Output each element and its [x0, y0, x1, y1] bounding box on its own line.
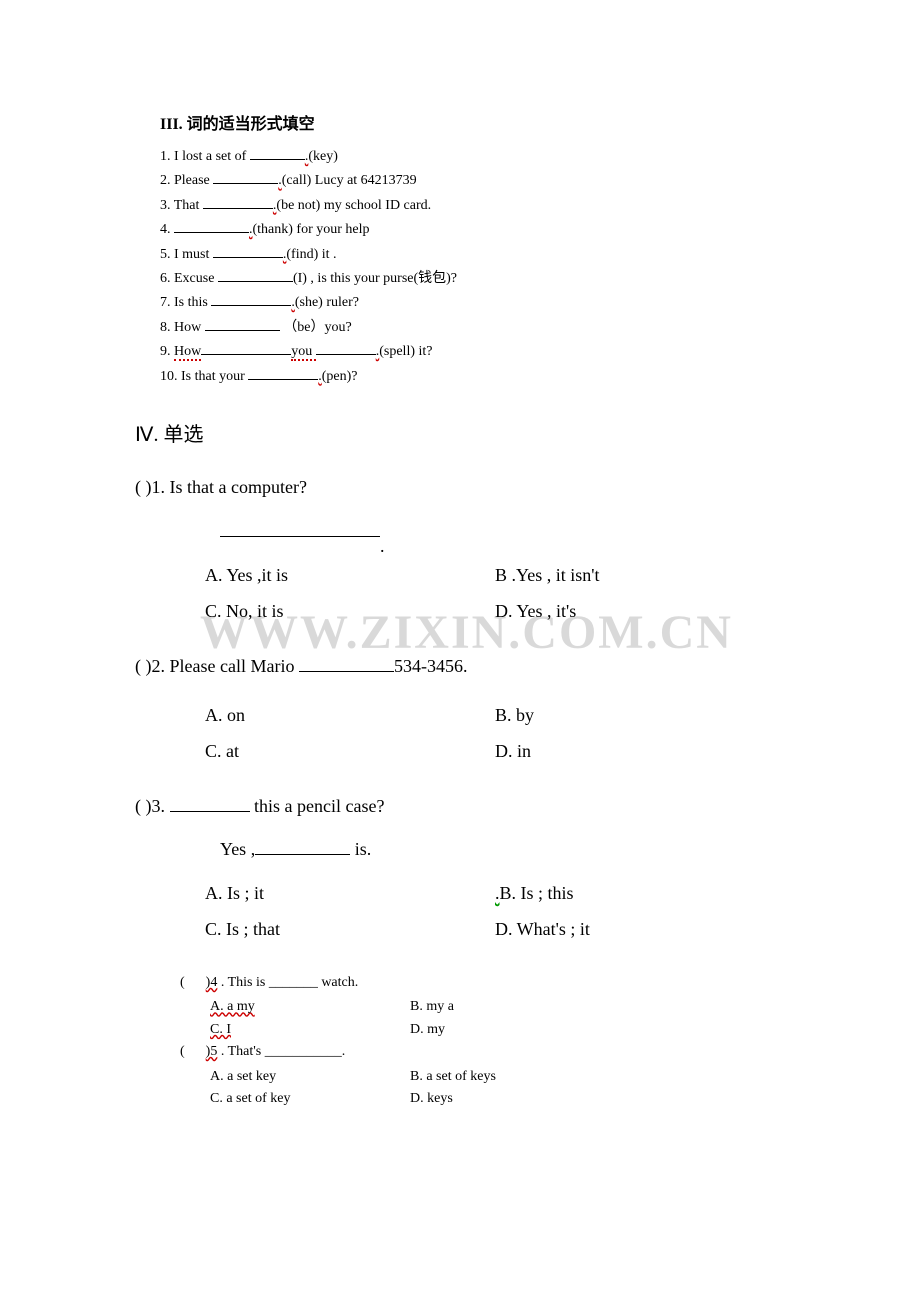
fill-item-1: 1. I lost a set of .(key)	[160, 146, 790, 168]
small-mc-section: ( )4 . This is _______ watch. A. a my B.…	[180, 972, 790, 1110]
mc-question-1: ( )1. Is that a computer?	[135, 477, 790, 498]
mc-q3-options: A. Is ; it .B. Is ; this C. Is ; that D.…	[205, 875, 790, 947]
fill-item-6: 6. Excuse (I) , is this your purse(钱包)?	[160, 268, 790, 290]
mc-question-3: ( )3. this a pencil case?	[135, 794, 790, 817]
small-mc-q4: ( )4 . This is _______ watch.	[180, 972, 790, 994]
section3-title: III. 词的适当形式填空	[160, 110, 790, 134]
section4-title: Ⅳ. 单选	[135, 418, 790, 447]
mc-q3-line2: Yes , is.	[220, 837, 790, 860]
small-mc-q5: ( )5 . That's ___________.	[180, 1041, 790, 1063]
document-content: III. 词的适当形式填空 1. I lost a set of .(key) …	[160, 110, 790, 1110]
fill-item-4: 4. .(thank) for your help	[160, 219, 790, 241]
mc-q1-underline: .	[160, 518, 790, 557]
fill-item-8: 8. How （be）you?	[160, 317, 790, 339]
mc-q1-options: A. Yes ,it is B .Yes , it isn't C. No, i…	[205, 557, 790, 629]
fill-item-3: 3. That .(be not) my school ID card.	[160, 195, 790, 217]
fill-item-2: 2. Please .(call) Lucy at 64213739	[160, 170, 790, 192]
fill-item-10: 10. Is that your .(pen)?	[160, 366, 790, 388]
fill-item-5: 5. I must .(find) it .	[160, 244, 790, 266]
fill-item-7: 7. Is this .(she) ruler?	[160, 292, 790, 314]
section3-items: 1. I lost a set of .(key) 2. Please .(ca…	[160, 146, 790, 388]
mc-q2-options: A. on B. by C. at D. in	[205, 697, 790, 769]
fill-item-9: 9. Howyou .(spell) it?	[160, 341, 790, 363]
mc-question-2: ( )2. Please call Mario 534-3456.	[135, 654, 790, 677]
